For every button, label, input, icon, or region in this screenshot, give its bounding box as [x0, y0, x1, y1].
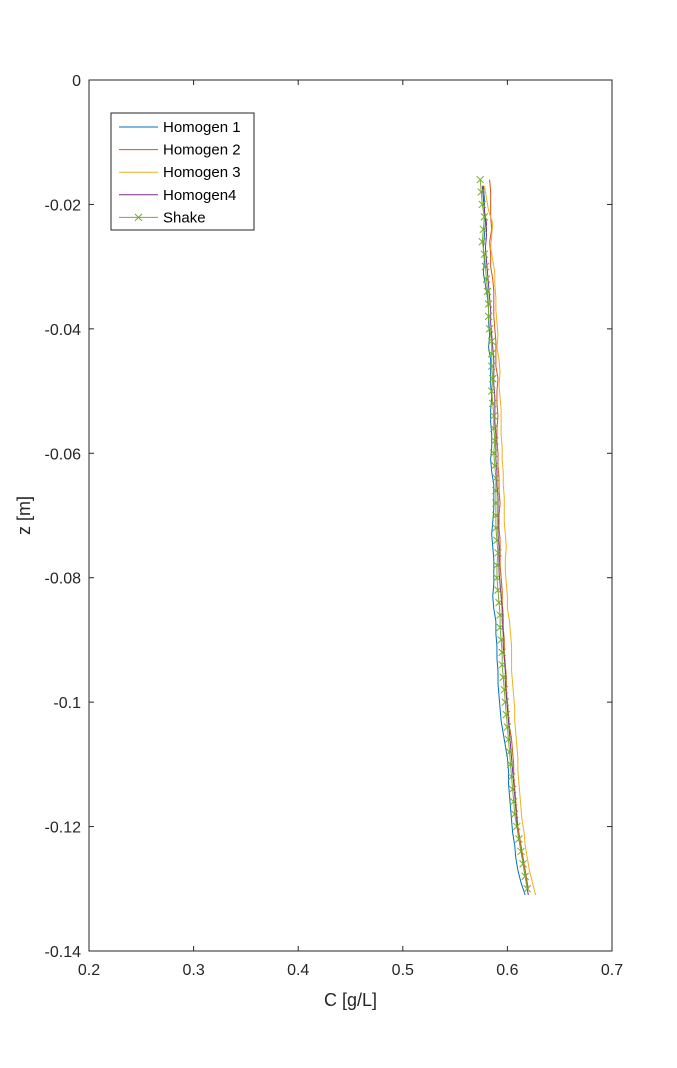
data-point-marker: [479, 225, 488, 234]
data-point-marker: [483, 287, 492, 296]
x-tick-label: 0.2: [78, 962, 100, 979]
y-tick-label: -0.04: [45, 322, 82, 339]
legend: Homogen 1 Homogen 2 Homogen 3 Homogen4 Shake: [110, 112, 255, 231]
data-point-marker: [494, 586, 502, 595]
data-point-marker: [492, 486, 500, 495]
legend-label: Homogen4: [163, 187, 236, 204]
y-axis-ticks: 0 -0.02 -0.04 -0.06 -0.08 -0.1 -0.12 -0.14: [45, 73, 612, 961]
data-point-marker: [484, 312, 493, 321]
data-point-marker: [493, 573, 501, 582]
data-point-marker: [521, 872, 530, 881]
x-tick-label: 0.7: [601, 962, 623, 979]
y-tick-label: -0.14: [45, 944, 82, 961]
data-point-marker: [493, 561, 501, 570]
data-point-marker: [499, 673, 508, 682]
y-axis-label: z [m]: [14, 496, 34, 535]
data-point-marker: [492, 499, 500, 507]
data-point-marker: [500, 685, 509, 694]
data-point-marker: [481, 262, 490, 271]
data-point-marker: [488, 399, 497, 408]
data-point-marker: [480, 213, 489, 221]
legend-label: Homogen 2: [163, 142, 241, 159]
x-tick-label: 0.4: [287, 962, 309, 979]
y-tick-label: -0.06: [45, 446, 82, 463]
series-line-5: [479, 179, 528, 889]
data-point-marker: [487, 349, 496, 358]
legend-box: [110, 112, 255, 231]
legend-label: Shake: [163, 209, 206, 226]
data-point-marker: [484, 300, 493, 308]
data-point-marker: [493, 536, 501, 545]
data-point-marker: [503, 723, 512, 731]
legend-label: Homogen 3: [163, 164, 241, 181]
legend-label: Homogen 1: [163, 119, 241, 136]
y-tick-label: -0.02: [45, 197, 82, 214]
data-point-marker: [497, 636, 505, 644]
data-point-marker: [512, 822, 521, 831]
data-point-marker: [519, 860, 527, 868]
data-point-marker: [489, 412, 498, 420]
data-point-marker: [515, 835, 523, 843]
data-point-marker: [480, 250, 489, 259]
data-point-marker: [508, 785, 517, 794]
legend-marker: [134, 213, 143, 222]
data-point-marker: [506, 760, 515, 769]
data-point-marker: [510, 810, 519, 818]
data-point-marker: [489, 424, 498, 433]
y-tick-label: -0.08: [45, 571, 82, 588]
data-point-marker: [498, 660, 507, 669]
data-point-marker: [494, 548, 502, 557]
data-point-marker: [487, 387, 496, 395]
data-point-marker: [492, 524, 500, 532]
series-line-2: [489, 179, 529, 889]
y-tick-label: -0.12: [45, 820, 82, 837]
data-point-marker: [498, 648, 507, 657]
data-point-marker: [495, 598, 503, 607]
data-point-marker: [496, 623, 504, 632]
axes-frame: [88, 79, 613, 952]
data-point-marker: [507, 772, 516, 781]
x-tick-label: 0.6: [496, 962, 518, 979]
x-axis-ticks: 0.2 0.3 0.4 0.5 0.6 0.7: [78, 80, 623, 979]
x-tick-label: 0.5: [392, 962, 414, 979]
data-point-marker: [492, 511, 500, 520]
data-point-marker: [482, 275, 491, 283]
series-layer: [476, 175, 537, 896]
data-point-marker: [501, 698, 510, 706]
series-line-3: [483, 185, 537, 896]
data-point-marker: [478, 200, 487, 209]
y-tick-label: -0.1: [53, 695, 81, 712]
x-axis-label: C [g/L]: [324, 990, 377, 1010]
y-tick-label: 0: [72, 73, 81, 90]
data-point-marker: [504, 735, 513, 744]
data-point-marker: [523, 884, 532, 893]
data-point-marker: [517, 847, 525, 856]
data-point-marker: [490, 436, 499, 445]
data-point-marker: [505, 748, 514, 756]
data-point-marker: [496, 611, 504, 619]
data-point-marker: [478, 237, 487, 246]
data-point-marker: [502, 710, 511, 719]
data-point-marker: [509, 797, 518, 806]
data-point-marker: [487, 337, 496, 346]
data-point-marker: [487, 362, 496, 371]
data-point-marker: [476, 175, 485, 184]
series-line-4: [481, 185, 529, 896]
data-point-marker: [489, 449, 498, 458]
data-point-marker: [488, 374, 497, 383]
data-point-marker: [485, 325, 494, 333]
data-point-marker: [477, 188, 486, 196]
data-point-marker: [492, 474, 500, 483]
data-point-marker: [490, 461, 499, 470]
x-tick-label: 0.3: [182, 962, 204, 979]
